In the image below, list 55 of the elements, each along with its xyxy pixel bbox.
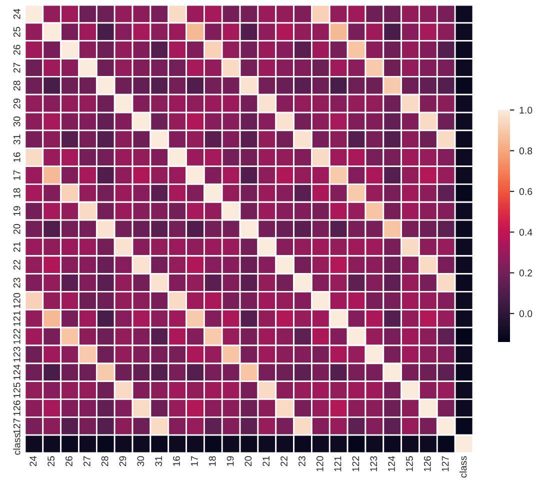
y-tick-label: 123 [13, 346, 20, 362]
y-tick-label: 24 [13, 8, 20, 19]
y-tick-label: 122 [13, 328, 20, 344]
y-tick-label: 126 [13, 400, 20, 416]
x-tick-label: 21 [262, 456, 270, 466]
y-tick-label: 16 [13, 152, 20, 162]
x-tick-label: 27 [83, 456, 90, 466]
y-tick-label: 17 [14, 170, 20, 180]
color-bar-label: 0.8 [519, 147, 532, 154]
x-tick-label: 18 [208, 456, 216, 466]
x-tick-label: 24 [30, 456, 36, 466]
y-tick-label: 124 [13, 364, 20, 380]
x-tick-label: 29 [119, 456, 126, 466]
color-bar-label: 0.2 [519, 270, 532, 276]
x-tick-label: 121 [334, 456, 342, 472]
y-tick-label: 121 [13, 310, 20, 326]
x-tick-label: 25 [48, 456, 54, 466]
y-tick-label: 25 [13, 26, 20, 37]
x-tick-label: 120 [316, 456, 324, 472]
y-tick-label: 23 [13, 278, 20, 288]
y-tick-label: 31 [13, 134, 20, 144]
y-tick-label: 18 [13, 188, 20, 198]
x-tick-label: 124 [388, 456, 395, 472]
color-bar-label: 1.0 [520, 106, 532, 114]
x-tick-label: 31 [155, 456, 162, 466]
x-tick-label: 122 [352, 456, 360, 472]
x-tick-label: 123 [370, 456, 378, 472]
y-tick-label: 22 [13, 260, 20, 270]
x-tick-label: 23 [298, 456, 306, 466]
x-tick-label: 20 [244, 456, 252, 466]
y-tick-label: 30 [13, 116, 20, 127]
y-tick-label: 26 [13, 44, 20, 55]
x-tick-label: 22 [280, 456, 288, 466]
y-tick-label: 21 [13, 242, 20, 252]
y-tick-label: 127 [13, 418, 20, 434]
color-bar-label: 0.4 [519, 228, 532, 236]
x-tick-label: 16 [173, 456, 180, 466]
color-bar-label: 0.6 [519, 188, 532, 196]
y-tick-label: 19 [13, 206, 20, 216]
x-tick-label: 19 [226, 456, 234, 466]
y-tick-label: 28 [13, 80, 20, 91]
x-tick-label: 28 [101, 456, 108, 466]
y-tick-label: 125 [13, 382, 20, 398]
y-tick-label: 120 [13, 292, 20, 308]
x-tick-label: 17 [191, 456, 198, 466]
y-tick-label: 20 [13, 224, 20, 234]
x-tick-label: 126 [424, 456, 431, 472]
y-tick-label: 29 [13, 98, 20, 108]
x-tick-label: 30 [137, 456, 144, 466]
x-tick-label: 26 [66, 456, 72, 466]
y-tick-label: 27 [13, 62, 20, 73]
x-tick-label: 127 [442, 456, 449, 472]
color-bar-label: 0.0 [519, 310, 532, 318]
x-tick-label: class [460, 456, 467, 478]
x-tick-label: 125 [406, 456, 413, 472]
